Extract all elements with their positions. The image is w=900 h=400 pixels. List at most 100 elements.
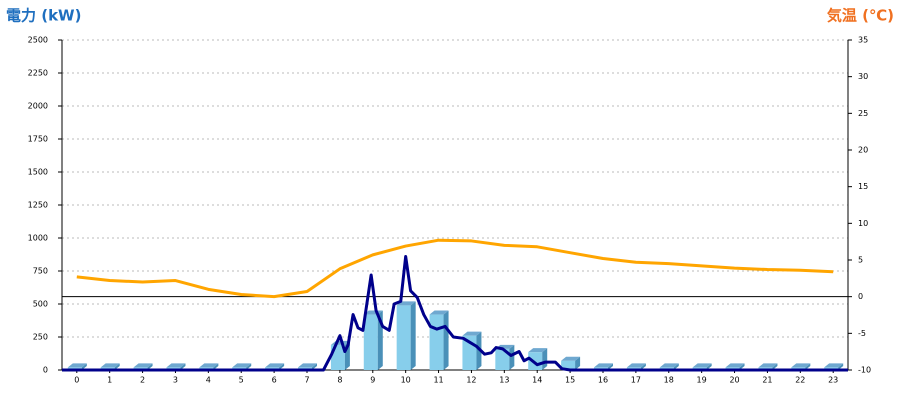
y-tick-label: 2000 xyxy=(28,102,48,111)
bar-side xyxy=(509,344,515,370)
x-tick-label: 7 xyxy=(304,376,309,385)
bar-top xyxy=(791,363,811,368)
bar-side xyxy=(81,363,87,370)
bar-side xyxy=(279,363,285,370)
bar-top xyxy=(659,363,679,368)
bar-side xyxy=(410,301,416,370)
x-tick-label: 1 xyxy=(107,376,112,385)
x-tick-label: 13 xyxy=(499,376,509,385)
bar-top xyxy=(232,363,252,368)
x-tick-label: 5 xyxy=(239,376,244,385)
bar-side xyxy=(805,363,811,370)
bar-top xyxy=(561,356,581,361)
bar xyxy=(528,348,548,370)
y2-axis-title: 気温 (℃) xyxy=(827,7,894,25)
bar-top xyxy=(166,363,186,368)
bar-top xyxy=(100,363,120,368)
bar-front xyxy=(495,348,510,370)
bar-top xyxy=(593,363,613,368)
x-tick-label: 17 xyxy=(631,376,641,385)
bar-top xyxy=(265,363,285,368)
x-tick-label: 22 xyxy=(795,376,805,385)
bar-side xyxy=(180,363,186,370)
x-tick-label: 15 xyxy=(565,376,575,385)
x-tick-label: 20 xyxy=(729,376,739,385)
y2-tick-label: -5 xyxy=(858,329,866,338)
line xyxy=(62,254,848,372)
x-tick-label: 23 xyxy=(828,376,838,385)
bar-top xyxy=(528,348,548,353)
y-axis-title: 電力 (kW) xyxy=(6,7,81,25)
bar-top xyxy=(692,363,712,368)
bar-side xyxy=(246,363,252,370)
y-tick-label: 1250 xyxy=(28,201,48,210)
y-tick-label: 1750 xyxy=(28,135,48,144)
bar-side xyxy=(443,310,449,370)
x-tick-label: 9 xyxy=(370,376,375,385)
bar-front xyxy=(363,314,378,370)
bar-top xyxy=(758,363,778,368)
y-tick-label: 2250 xyxy=(28,69,48,78)
bar-top xyxy=(298,363,318,368)
bar-side xyxy=(673,363,679,370)
y-tick-label: 500 xyxy=(33,300,48,309)
bar-side xyxy=(607,363,613,370)
bar xyxy=(429,310,449,370)
bar-side xyxy=(147,363,153,370)
bar-side xyxy=(312,363,318,370)
y-tick-label: 1000 xyxy=(28,234,48,243)
bar-side xyxy=(838,363,844,370)
y2-tick-label: 35 xyxy=(858,36,868,45)
y-tick-label: 0 xyxy=(43,366,48,375)
bar-top xyxy=(67,363,87,368)
bar xyxy=(561,356,581,370)
line xyxy=(76,238,834,299)
y-tick-label: 2500 xyxy=(28,36,48,45)
y2-tick-label: 25 xyxy=(858,109,868,118)
bar-side xyxy=(575,356,581,370)
bar xyxy=(363,310,383,370)
x-tick-label: 12 xyxy=(466,376,476,385)
y-tick-label: 750 xyxy=(33,267,48,276)
bar-front xyxy=(429,314,444,370)
x-tick-label: 18 xyxy=(664,376,674,385)
bar-front xyxy=(396,305,411,370)
bar-side xyxy=(476,331,482,370)
bar-top xyxy=(462,331,482,336)
bar-side xyxy=(213,363,219,370)
bar-top xyxy=(429,310,449,315)
bar-top xyxy=(626,363,646,368)
y2-tick-label: 10 xyxy=(858,219,868,228)
bar-top xyxy=(824,363,844,368)
x-tick-label: 21 xyxy=(762,376,772,385)
x-tick-label: 2 xyxy=(140,376,145,385)
x-tick-label: 0 xyxy=(74,376,79,385)
y-tick-label: 1500 xyxy=(28,168,48,177)
bar-side xyxy=(739,363,745,370)
y-tick-label: 250 xyxy=(33,333,48,342)
x-tick-label: 6 xyxy=(272,376,277,385)
x-tick-label: 16 xyxy=(598,376,608,385)
x-tick-label: 10 xyxy=(401,376,411,385)
bar-side xyxy=(542,348,548,370)
bar-side xyxy=(114,363,120,370)
bar-top xyxy=(133,363,153,368)
y2-tick-label: 20 xyxy=(858,146,868,155)
x-tick-label: 3 xyxy=(173,376,178,385)
x-tick-label: 8 xyxy=(337,376,342,385)
bar-side xyxy=(640,363,646,370)
bar-side xyxy=(706,363,712,370)
y2-tick-label: 0 xyxy=(858,292,863,301)
bar xyxy=(396,301,416,370)
bar-top xyxy=(199,363,219,368)
bar-side xyxy=(772,363,778,370)
y2-tick-label: 30 xyxy=(858,72,868,81)
y2-tick-label: 15 xyxy=(858,182,868,191)
bar-front xyxy=(561,360,576,370)
bar-top xyxy=(725,363,745,368)
bar xyxy=(462,331,482,370)
y2-tick-label: 5 xyxy=(858,256,863,265)
x-tick-label: 19 xyxy=(697,376,707,385)
